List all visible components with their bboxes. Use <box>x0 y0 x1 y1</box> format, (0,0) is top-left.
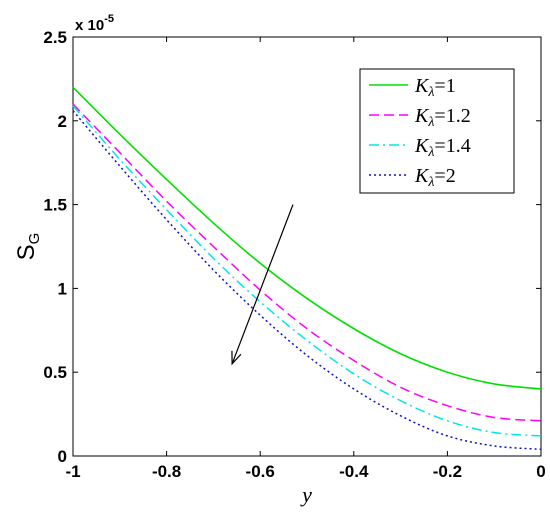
legend-entry: Kλ=1 <box>414 75 456 100</box>
series-line-1 <box>72 86 542 390</box>
annotation-layer <box>231 204 294 366</box>
y-tick-label: 2.5 <box>43 28 67 47</box>
y-axis-label-sub: G <box>26 233 43 245</box>
series-line-4 <box>72 110 542 451</box>
x-tick-label: -0.2 <box>433 462 462 481</box>
plot-area <box>72 36 542 457</box>
y-tick-label: 2 <box>58 112 67 131</box>
trend-arrow-head <box>231 350 242 366</box>
y-tick-label: 1 <box>58 279 67 298</box>
legend-entry: Kλ=1.4 <box>414 135 471 160</box>
x-tick-label: -1 <box>65 462 80 481</box>
y-axis-multiplier: x 10-5 <box>75 13 114 34</box>
y-axis-ticks: 0 0.5 1 1.5 2 2.5 <box>43 28 541 466</box>
trend-arrow-shaft <box>231 204 294 365</box>
y-tick-label: 0 <box>58 447 67 466</box>
series-line-2 <box>72 103 542 422</box>
y-tick-label: 1.5 <box>43 196 67 215</box>
y-axis-label-main: S <box>13 244 40 260</box>
plot-frame <box>72 36 542 457</box>
y-axis-multiplier-exponent: -5 <box>104 13 114 25</box>
series-line-3 <box>72 105 542 437</box>
series-layer <box>72 86 542 451</box>
y-tick-label: 0.5 <box>43 363 67 382</box>
x-axis-ticks: -1 -0.8 -0.6 -0.4 -0.2 0 <box>65 37 546 481</box>
legend-entry: Kλ=1.2 <box>414 105 471 130</box>
x-tick-label: -0.4 <box>339 462 369 481</box>
legend-entry: Kλ=2 <box>414 165 456 190</box>
legend-box <box>359 68 515 194</box>
legend: Kλ=1 Kλ=1.2 Kλ=1.4 Kλ=2 <box>359 68 515 194</box>
x-tick-label: 0 <box>536 462 545 481</box>
x-tick-label: -0.6 <box>246 462 275 481</box>
y-axis-multiplier-base: x 10 <box>75 17 104 34</box>
x-axis-label: y <box>300 482 312 507</box>
y-axis-label: SG <box>13 233 43 261</box>
x-tick-label: -0.8 <box>152 462 181 481</box>
